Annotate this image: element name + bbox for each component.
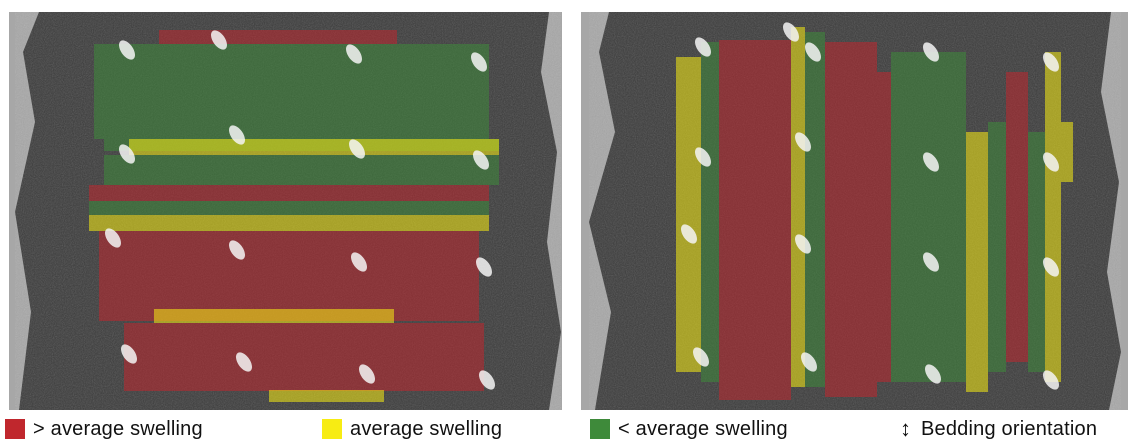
legend-item-average: average swelling bbox=[322, 418, 502, 440]
right-band-3 bbox=[791, 27, 805, 387]
left-marker-15 bbox=[479, 370, 495, 390]
left-marker-6 bbox=[119, 144, 135, 164]
right-rock-sample bbox=[581, 12, 1128, 410]
right-band-7 bbox=[891, 52, 966, 382]
right-marker-12 bbox=[1043, 257, 1059, 277]
left-band-3 bbox=[129, 139, 499, 155]
left-marker-4 bbox=[229, 125, 245, 145]
left-band-7 bbox=[89, 215, 489, 231]
left-marker-13 bbox=[236, 352, 252, 372]
right-swelling-overlays bbox=[676, 27, 1073, 400]
left-band-4 bbox=[104, 155, 499, 185]
left-swelling-overlays bbox=[89, 30, 499, 402]
right-marker-11 bbox=[923, 252, 939, 272]
right-band-1 bbox=[701, 42, 719, 382]
right-band-4 bbox=[805, 32, 825, 387]
right-image-panel bbox=[581, 12, 1128, 410]
right-band-13 bbox=[1061, 122, 1073, 182]
left-marker-2 bbox=[346, 44, 362, 64]
yellow-swatch bbox=[322, 419, 342, 439]
left-white-markers bbox=[105, 30, 495, 390]
left-band-10 bbox=[124, 323, 484, 391]
right-band-9 bbox=[988, 122, 1006, 372]
right-marker-7 bbox=[923, 152, 939, 172]
left-image-panel bbox=[9, 12, 562, 410]
right-marker-1 bbox=[783, 22, 799, 42]
left-band-1 bbox=[94, 44, 489, 139]
legend-label-average: average swelling bbox=[350, 417, 503, 440]
legend-item-bedding: ↕ Bedding orientation bbox=[900, 416, 1098, 441]
vertical-double-arrow-icon: ↕ bbox=[900, 416, 911, 441]
left-marker-3 bbox=[471, 52, 487, 72]
legend-label-below: < average swelling bbox=[618, 417, 788, 440]
left-marker-1 bbox=[211, 30, 227, 50]
right-band-10 bbox=[1006, 72, 1028, 362]
right-marker-9 bbox=[681, 224, 697, 244]
left-marker-9 bbox=[229, 240, 245, 260]
right-marker-10 bbox=[795, 234, 811, 254]
left-band-0 bbox=[159, 30, 397, 44]
left-band-9 bbox=[154, 309, 394, 323]
left-marker-14 bbox=[359, 364, 375, 384]
right-marker-5 bbox=[695, 147, 711, 167]
right-band-12 bbox=[1045, 52, 1061, 382]
right-band-6 bbox=[877, 72, 891, 382]
legend-item-above: > average swelling bbox=[5, 418, 203, 440]
right-marker-13 bbox=[693, 347, 709, 367]
legend-label-above: > average swelling bbox=[33, 417, 203, 440]
left-band-6 bbox=[89, 201, 489, 215]
legend-item-below: < average swelling bbox=[590, 418, 788, 440]
left-marker-11 bbox=[476, 257, 492, 277]
right-marker-16 bbox=[1043, 370, 1059, 390]
left-marker-7 bbox=[473, 150, 489, 170]
right-marker-6 bbox=[795, 132, 811, 152]
right-marker-14 bbox=[801, 352, 817, 372]
right-white-markers bbox=[681, 22, 1059, 390]
right-marker-4 bbox=[1043, 52, 1059, 72]
right-band-11 bbox=[1028, 132, 1045, 372]
right-band-0 bbox=[676, 57, 701, 372]
left-band-8 bbox=[99, 231, 479, 321]
left-rock-sample bbox=[9, 12, 562, 410]
right-marker-2 bbox=[805, 42, 821, 62]
green-swatch bbox=[590, 419, 610, 439]
left-marker-5 bbox=[349, 139, 365, 159]
left-band-11 bbox=[269, 390, 384, 402]
right-marker-15 bbox=[925, 364, 941, 384]
right-band-2 bbox=[719, 40, 791, 400]
left-band-5 bbox=[89, 185, 489, 201]
right-marker-0 bbox=[695, 37, 711, 57]
right-marker-3 bbox=[923, 42, 939, 62]
right-marker-8 bbox=[1043, 152, 1059, 172]
left-marker-10 bbox=[351, 252, 367, 272]
right-band-5 bbox=[825, 42, 877, 397]
red-swatch bbox=[5, 419, 25, 439]
right-band-8 bbox=[966, 132, 988, 392]
legend-label-bedding: Bedding orientation bbox=[921, 417, 1098, 440]
left-marker-12 bbox=[121, 344, 137, 364]
left-marker-8 bbox=[105, 228, 121, 248]
left-marker-0 bbox=[119, 40, 135, 60]
